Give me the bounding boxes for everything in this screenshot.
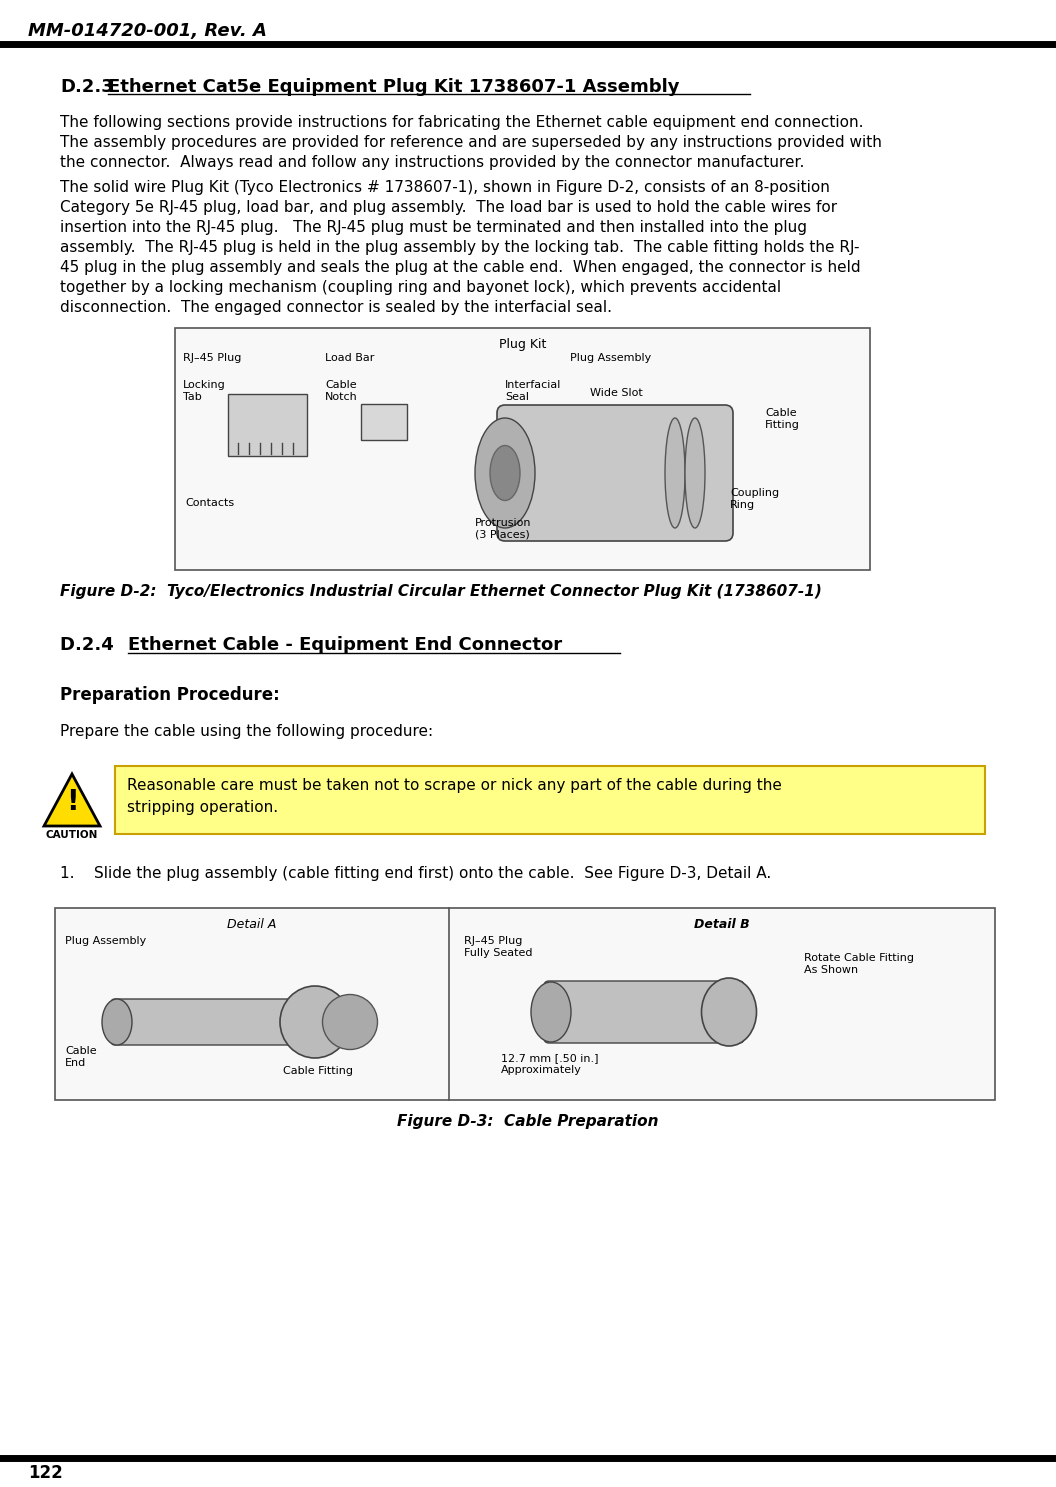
Polygon shape bbox=[44, 775, 100, 825]
Text: Cable
End: Cable End bbox=[65, 1045, 97, 1068]
FancyBboxPatch shape bbox=[175, 329, 870, 570]
Ellipse shape bbox=[665, 418, 685, 528]
Text: Plug Assembly: Plug Assembly bbox=[570, 352, 652, 363]
Text: 122: 122 bbox=[29, 1465, 62, 1483]
Ellipse shape bbox=[475, 418, 535, 528]
FancyBboxPatch shape bbox=[111, 999, 319, 1045]
Ellipse shape bbox=[685, 418, 705, 528]
Text: Figure D-3:  Cable Preparation: Figure D-3: Cable Preparation bbox=[397, 1114, 659, 1129]
Text: Interfacial
Seal: Interfacial Seal bbox=[505, 381, 562, 401]
Text: RJ–45 Plug
Fully Seated: RJ–45 Plug Fully Seated bbox=[464, 935, 532, 958]
Ellipse shape bbox=[280, 986, 350, 1057]
Text: Protrusion
(3 Places): Protrusion (3 Places) bbox=[475, 517, 531, 540]
Text: D.2.4: D.2.4 bbox=[60, 636, 127, 654]
Text: Category 5e RJ-45 plug, load bar, and plug assembly.  The load bar is used to ho: Category 5e RJ-45 plug, load bar, and pl… bbox=[60, 199, 837, 216]
Text: 12.7 mm [.50 in.]
Approximately: 12.7 mm [.50 in.] Approximately bbox=[501, 1053, 599, 1075]
Text: disconnection.  The engaged connector is sealed by the interfacial seal.: disconnection. The engaged connector is … bbox=[60, 300, 612, 315]
FancyBboxPatch shape bbox=[544, 981, 744, 1042]
Text: The assembly procedures are provided for reference and are superseded by any ins: The assembly procedures are provided for… bbox=[60, 135, 882, 150]
FancyBboxPatch shape bbox=[228, 394, 307, 457]
Ellipse shape bbox=[322, 995, 377, 1050]
Text: Contacts: Contacts bbox=[185, 498, 234, 509]
Text: Prepare the cable using the following procedure:: Prepare the cable using the following pr… bbox=[60, 724, 433, 739]
Text: RJ–45 Plug: RJ–45 Plug bbox=[183, 352, 242, 363]
Text: assembly.  The RJ-45 plug is held in the plug assembly by the locking tab.  The : assembly. The RJ-45 plug is held in the … bbox=[60, 239, 860, 254]
Text: Ethernet Cable - Equipment End Connector: Ethernet Cable - Equipment End Connector bbox=[128, 636, 562, 654]
Text: Locking
Tab: Locking Tab bbox=[183, 381, 226, 401]
Text: Cable
Notch: Cable Notch bbox=[325, 381, 358, 401]
Text: MM-014720-001, Rev. A: MM-014720-001, Rev. A bbox=[29, 22, 267, 40]
Ellipse shape bbox=[701, 978, 756, 1045]
Text: Preparation Procedure:: Preparation Procedure: bbox=[60, 686, 280, 703]
Text: stripping operation.: stripping operation. bbox=[127, 800, 278, 815]
Text: Detail A: Detail A bbox=[227, 917, 277, 931]
Text: Coupling
Ring: Coupling Ring bbox=[730, 488, 779, 510]
Text: Wide Slot: Wide Slot bbox=[590, 388, 643, 399]
Text: Cable Fitting: Cable Fitting bbox=[283, 1066, 353, 1077]
Text: Cable
Fitting: Cable Fitting bbox=[765, 407, 799, 430]
FancyBboxPatch shape bbox=[497, 404, 733, 541]
Text: Plug Kit: Plug Kit bbox=[498, 338, 546, 351]
Text: together by a locking mechanism (coupling ring and bayonet lock), which prevents: together by a locking mechanism (couplin… bbox=[60, 280, 781, 294]
Text: Rotate Cable Fitting
As Shown: Rotate Cable Fitting As Shown bbox=[804, 953, 914, 974]
Text: 45 plug in the plug assembly and seals the plug at the cable end.  When engaged,: 45 plug in the plug assembly and seals t… bbox=[60, 260, 861, 275]
Text: Ethernet Cat5e Equipment Plug Kit 1738607-1 Assembly: Ethernet Cat5e Equipment Plug Kit 173860… bbox=[108, 77, 679, 97]
Text: insertion into the RJ-45 plug.   The RJ-45 plug must be terminated and then inst: insertion into the RJ-45 plug. The RJ-45… bbox=[60, 220, 807, 235]
Text: Reasonable care must be taken not to scrape or nick any part of the cable during: Reasonable care must be taken not to scr… bbox=[127, 778, 781, 793]
Ellipse shape bbox=[102, 999, 132, 1045]
Text: Plug Assembly: Plug Assembly bbox=[65, 935, 146, 946]
FancyBboxPatch shape bbox=[55, 909, 995, 1100]
Text: 1.    Slide the plug assembly (cable fitting end first) onto the cable.  See Fig: 1. Slide the plug assembly (cable fittin… bbox=[60, 865, 771, 880]
Text: Figure D-2:  Tyco/Electronics Industrial Circular Ethernet Connector Plug Kit (1: Figure D-2: Tyco/Electronics Industrial … bbox=[60, 584, 822, 599]
Text: D.2.3: D.2.3 bbox=[60, 77, 114, 97]
Text: Load Bar: Load Bar bbox=[325, 352, 375, 363]
Text: The solid wire Plug Kit (Tyco Electronics # 1738607-1), shown in Figure D-2, con: The solid wire Plug Kit (Tyco Electronic… bbox=[60, 180, 830, 195]
Text: the connector.  Always read and follow any instructions provided by the connecto: the connector. Always read and follow an… bbox=[60, 155, 805, 170]
Ellipse shape bbox=[490, 446, 520, 501]
Ellipse shape bbox=[531, 981, 571, 1042]
FancyBboxPatch shape bbox=[361, 404, 407, 440]
Text: Detail B: Detail B bbox=[694, 917, 750, 931]
Text: !: ! bbox=[65, 788, 78, 816]
Text: The following sections provide instructions for fabricating the Ethernet cable e: The following sections provide instructi… bbox=[60, 114, 864, 129]
FancyBboxPatch shape bbox=[115, 766, 985, 834]
Text: CAUTION: CAUTION bbox=[45, 830, 98, 840]
